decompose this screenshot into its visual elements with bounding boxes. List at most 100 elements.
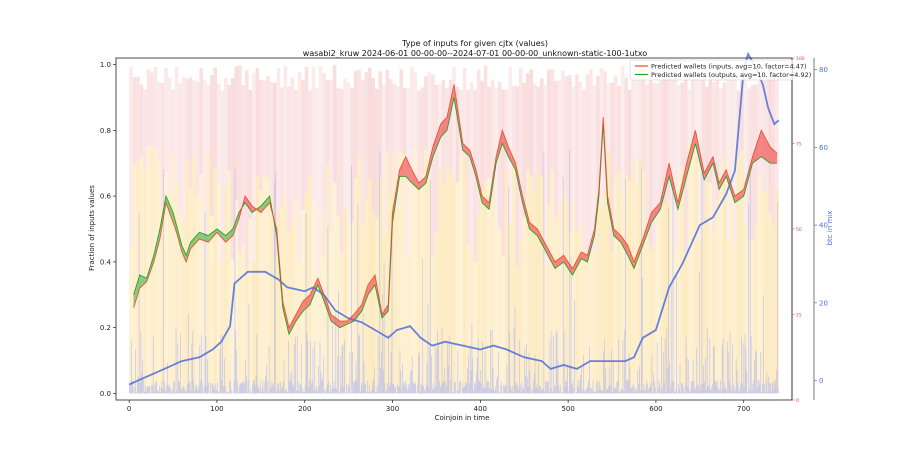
bg-bar-blue — [747, 391, 748, 394]
bg-bar-blue — [333, 380, 335, 394]
bg-bar-red — [266, 76, 270, 178]
bg-bar-blue — [331, 324, 333, 394]
difference-fill — [613, 229, 621, 243]
bg-bar-orange — [424, 149, 428, 394]
bg-bar-red — [504, 89, 509, 171]
bg-bar-red — [662, 74, 667, 204]
bg-bar-blue — [173, 380, 175, 394]
bg-bar-red — [687, 88, 692, 144]
bg-bar-blue — [474, 382, 475, 394]
bg-bar-orange — [561, 189, 565, 394]
bg-bar-blue — [593, 391, 595, 394]
bg-bar-orange — [448, 169, 453, 394]
bg-bar-red — [501, 89, 505, 256]
bg-bar-blue — [486, 380, 488, 394]
bg-bar-blue — [180, 332, 181, 394]
bg-bar-blue — [470, 369, 472, 394]
x-tick-label: 600 — [649, 405, 662, 413]
bg-bar-blue — [264, 382, 266, 394]
bg-bar-blue — [156, 380, 158, 394]
bg-bar-red — [143, 89, 147, 171]
bg-bar-blue — [748, 389, 750, 394]
bg-bar-red — [540, 78, 544, 177]
bg-bar-blue — [506, 365, 508, 394]
bg-bar-orange — [483, 181, 488, 394]
bg-bar-blue — [522, 388, 524, 394]
bg-bar-orange — [181, 222, 186, 394]
bg-bar-red — [160, 83, 165, 207]
bg-bar-blue — [437, 330, 439, 394]
bg-bar-blue — [576, 385, 578, 394]
bg-bar-blue — [335, 312, 337, 394]
bg-bar-blue — [400, 370, 402, 394]
bg-bar-blue — [385, 392, 387, 394]
bg-bar-red — [476, 69, 481, 216]
bg-bar-orange — [332, 183, 337, 394]
bg-bar-red — [757, 68, 762, 176]
bg-bar-blue — [669, 361, 670, 394]
bg-bar-blue — [550, 387, 552, 394]
bg-bar-blue — [146, 387, 148, 394]
bg-bar-blue — [560, 385, 561, 394]
bg-bar-red — [589, 68, 593, 255]
bg-bar-blue — [751, 390, 753, 394]
difference-fill — [704, 156, 713, 180]
bg-bar-blue — [764, 391, 766, 394]
bg-bar-blue — [591, 388, 593, 394]
bg-bar-blue — [260, 391, 262, 394]
bg-bar-orange — [522, 217, 526, 394]
bg-bar-blue — [704, 381, 705, 394]
bg-bar-red — [346, 82, 351, 224]
bg-bar-blue — [236, 349, 237, 394]
bg-bar-orange — [648, 249, 653, 394]
bg-bar-blue — [226, 391, 228, 394]
bg-bar-red — [220, 90, 224, 263]
bg-bar-blue — [684, 392, 685, 394]
bg-bar-blue — [306, 331, 308, 394]
bg-bar-blue — [710, 389, 712, 394]
bg-bar-blue — [425, 384, 427, 394]
bg-bar-blue — [265, 375, 266, 394]
bg-bar-blue — [342, 343, 344, 394]
bg-bar-blue — [705, 389, 707, 394]
bg-bar-blue — [599, 384, 601, 394]
bg-bar-red — [529, 69, 534, 176]
bg-bar-red — [448, 79, 453, 170]
bg-bar-blue — [549, 338, 551, 394]
bg-bar-orange — [403, 154, 407, 394]
bg-bar-blue — [633, 383, 634, 394]
bg-bar-red — [245, 70, 249, 270]
bg-bar-red — [192, 80, 196, 156]
bg-bar-blue — [358, 336, 360, 394]
bg-bar-blue — [614, 386, 616, 394]
bg-bar-blue — [438, 344, 439, 394]
bg-bar-blue — [315, 389, 316, 394]
bg-bar-blue — [627, 380, 629, 394]
bg-bar-red — [729, 69, 734, 192]
difference-fill — [331, 314, 340, 328]
bg-bar-blue — [524, 347, 525, 394]
bg-bar-orange — [297, 261, 302, 394]
bg-bar-orange — [743, 221, 748, 394]
bg-bar-blue — [767, 392, 769, 394]
bg-bar-blue — [476, 357, 478, 394]
bg-bar-blue — [356, 379, 358, 394]
bg-bar-red — [676, 85, 681, 177]
bg-bar-blue — [193, 379, 194, 394]
bg-bar-blue — [629, 369, 631, 394]
bg-bar-blue — [373, 379, 374, 394]
bg-bar-red — [694, 72, 699, 158]
difference-fill — [361, 284, 368, 312]
bg-bar-blue — [328, 380, 330, 394]
bg-bar-red — [252, 72, 256, 262]
bg-bar-red — [385, 69, 390, 151]
bg-bar-blue — [504, 385, 505, 394]
bg-bar-blue — [362, 312, 364, 394]
bg-bar-red — [283, 66, 288, 194]
difference-fill — [537, 229, 547, 253]
bg-bar-orange — [294, 198, 298, 394]
bg-bar-orange — [624, 175, 628, 394]
bg-bar-blue — [381, 351, 382, 394]
bg-bar-blue — [174, 392, 176, 394]
bg-bar-blue — [338, 290, 339, 394]
